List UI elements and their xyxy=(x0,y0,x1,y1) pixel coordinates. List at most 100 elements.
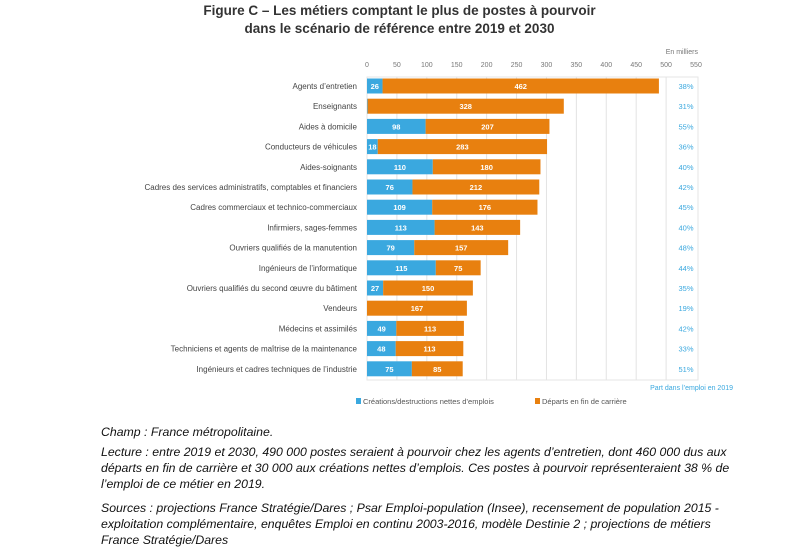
category-label: Ingénieurs et cadres techniques de l’ind… xyxy=(196,365,357,374)
x-tick-label: 100 xyxy=(421,62,433,69)
bar-departs xyxy=(435,260,481,276)
data-label: 18 xyxy=(368,143,376,152)
share-value: 48% xyxy=(678,244,693,253)
data-label: 180 xyxy=(480,163,493,172)
bar-departs xyxy=(395,341,464,357)
x-tick-label: 150 xyxy=(451,62,463,69)
bar-creations xyxy=(367,320,397,336)
category-label: Cadres commerciaux et technico-commercia… xyxy=(190,203,357,212)
champ-note: Champ : France métropolitaine. xyxy=(101,425,274,439)
bar-departs xyxy=(377,139,548,155)
x-tick-label: 250 xyxy=(511,62,523,69)
data-label: 49 xyxy=(377,324,385,333)
bar-departs xyxy=(432,199,538,215)
share-value: 40% xyxy=(678,223,693,232)
share-value: 45% xyxy=(678,203,693,212)
share-value: 42% xyxy=(678,183,693,192)
x-tick-label: 400 xyxy=(600,62,612,69)
data-label: 167 xyxy=(411,304,424,313)
data-label: 115 xyxy=(395,264,407,273)
bar-creations xyxy=(367,341,396,357)
share-value: 38% xyxy=(678,82,693,91)
sources-note: Sources : projections France Stratégie/D… xyxy=(101,501,719,547)
bar-creations xyxy=(367,240,415,256)
data-label: 27 xyxy=(371,284,379,293)
data-label: 98 xyxy=(392,122,400,131)
x-tick-label: 450 xyxy=(630,62,642,69)
data-label: 48 xyxy=(377,345,385,354)
bar-departs xyxy=(425,118,550,134)
bar-departs xyxy=(382,78,659,94)
share-value: 31% xyxy=(678,102,693,111)
data-label: 79 xyxy=(386,244,394,253)
legend-swatch xyxy=(535,398,540,404)
bar-departs xyxy=(434,219,521,235)
data-label: 113 xyxy=(395,223,407,232)
data-label: 109 xyxy=(393,203,406,212)
share-value: 55% xyxy=(678,122,693,131)
x-tick-label: 550 xyxy=(690,62,702,69)
share-label: Part dans l’emploi en 2019 xyxy=(650,385,733,392)
data-label: 75 xyxy=(454,264,462,273)
bar-creations xyxy=(367,260,436,276)
legend-label: Départs en fin de carrière xyxy=(542,397,627,406)
category-label: Agents d’entretien xyxy=(293,82,358,91)
data-label: 462 xyxy=(514,82,527,91)
category-label: Enseignants xyxy=(313,102,357,111)
bar-creations xyxy=(367,361,412,377)
legend-label: Créations/destructions nettes d’emplois xyxy=(363,397,494,406)
data-label: 143 xyxy=(471,223,484,232)
chart-title-line1: Figure C – Les métiers comptant le plus … xyxy=(203,3,596,18)
bar-creations xyxy=(367,199,433,215)
category-label: Ouvriers qualifiés du second œuvre du bâ… xyxy=(187,284,358,293)
bar-creations xyxy=(367,78,383,94)
share-value: 42% xyxy=(678,324,693,333)
chart-title-line2: dans le scénario de référence entre 2019… xyxy=(244,21,555,36)
category-label: Aides à domicile xyxy=(299,122,358,131)
data-label: 26 xyxy=(371,82,379,91)
data-label: 150 xyxy=(422,284,435,293)
data-label: 328 xyxy=(459,102,472,111)
bar-departs xyxy=(367,98,564,114)
data-label: 75 xyxy=(385,365,393,374)
share-value: 35% xyxy=(678,284,693,293)
category-label: Vendeurs xyxy=(323,304,357,313)
bar-creations xyxy=(367,280,384,296)
bar-departs xyxy=(414,240,509,256)
x-tick-label: 350 xyxy=(571,62,583,69)
notes: Champ : France métropolitaine. Lecture :… xyxy=(101,424,741,548)
bar-departs xyxy=(411,361,463,377)
data-label: 76 xyxy=(386,183,394,192)
bar-creations xyxy=(367,159,433,175)
bar-departs xyxy=(432,159,541,175)
share-value: 44% xyxy=(678,264,693,273)
lecture-note: Lecture : entre 2019 et 2030, 490 000 po… xyxy=(101,445,730,491)
bar-creations xyxy=(367,139,378,155)
legend-swatch xyxy=(356,398,361,404)
share-value: 36% xyxy=(678,143,693,152)
x-tick-label: 500 xyxy=(660,62,672,69)
data-label: 283 xyxy=(456,143,469,152)
stacked-bar-chart: 0 50 100 150 200 250 300 350 400 450 500 550 En mill… xyxy=(144,49,733,406)
data-label: 157 xyxy=(455,244,468,253)
bar-creations xyxy=(367,179,413,195)
data-label: 113 xyxy=(423,345,435,354)
bar-creations xyxy=(367,219,435,235)
bar-departs xyxy=(412,179,540,195)
x-tick-label: 50 xyxy=(393,62,401,69)
bar-creations xyxy=(367,118,426,134)
category-label: Ingénieurs de l’informatique xyxy=(259,264,358,273)
data-label: 207 xyxy=(481,122,494,131)
x-tick-label: 300 xyxy=(541,62,553,69)
bar-departs xyxy=(383,280,473,296)
data-label: 110 xyxy=(394,163,406,172)
share-value: 33% xyxy=(678,345,693,354)
data-label: 212 xyxy=(470,183,483,192)
data-label: 176 xyxy=(479,203,492,212)
x-tick-label: 200 xyxy=(481,62,493,69)
share-value: 19% xyxy=(678,304,693,313)
category-label: Aides-soignants xyxy=(300,163,357,172)
bar-departs xyxy=(367,300,467,316)
category-label: Cadres des services administratifs, comp… xyxy=(144,183,357,192)
share-value: 51% xyxy=(678,365,693,374)
